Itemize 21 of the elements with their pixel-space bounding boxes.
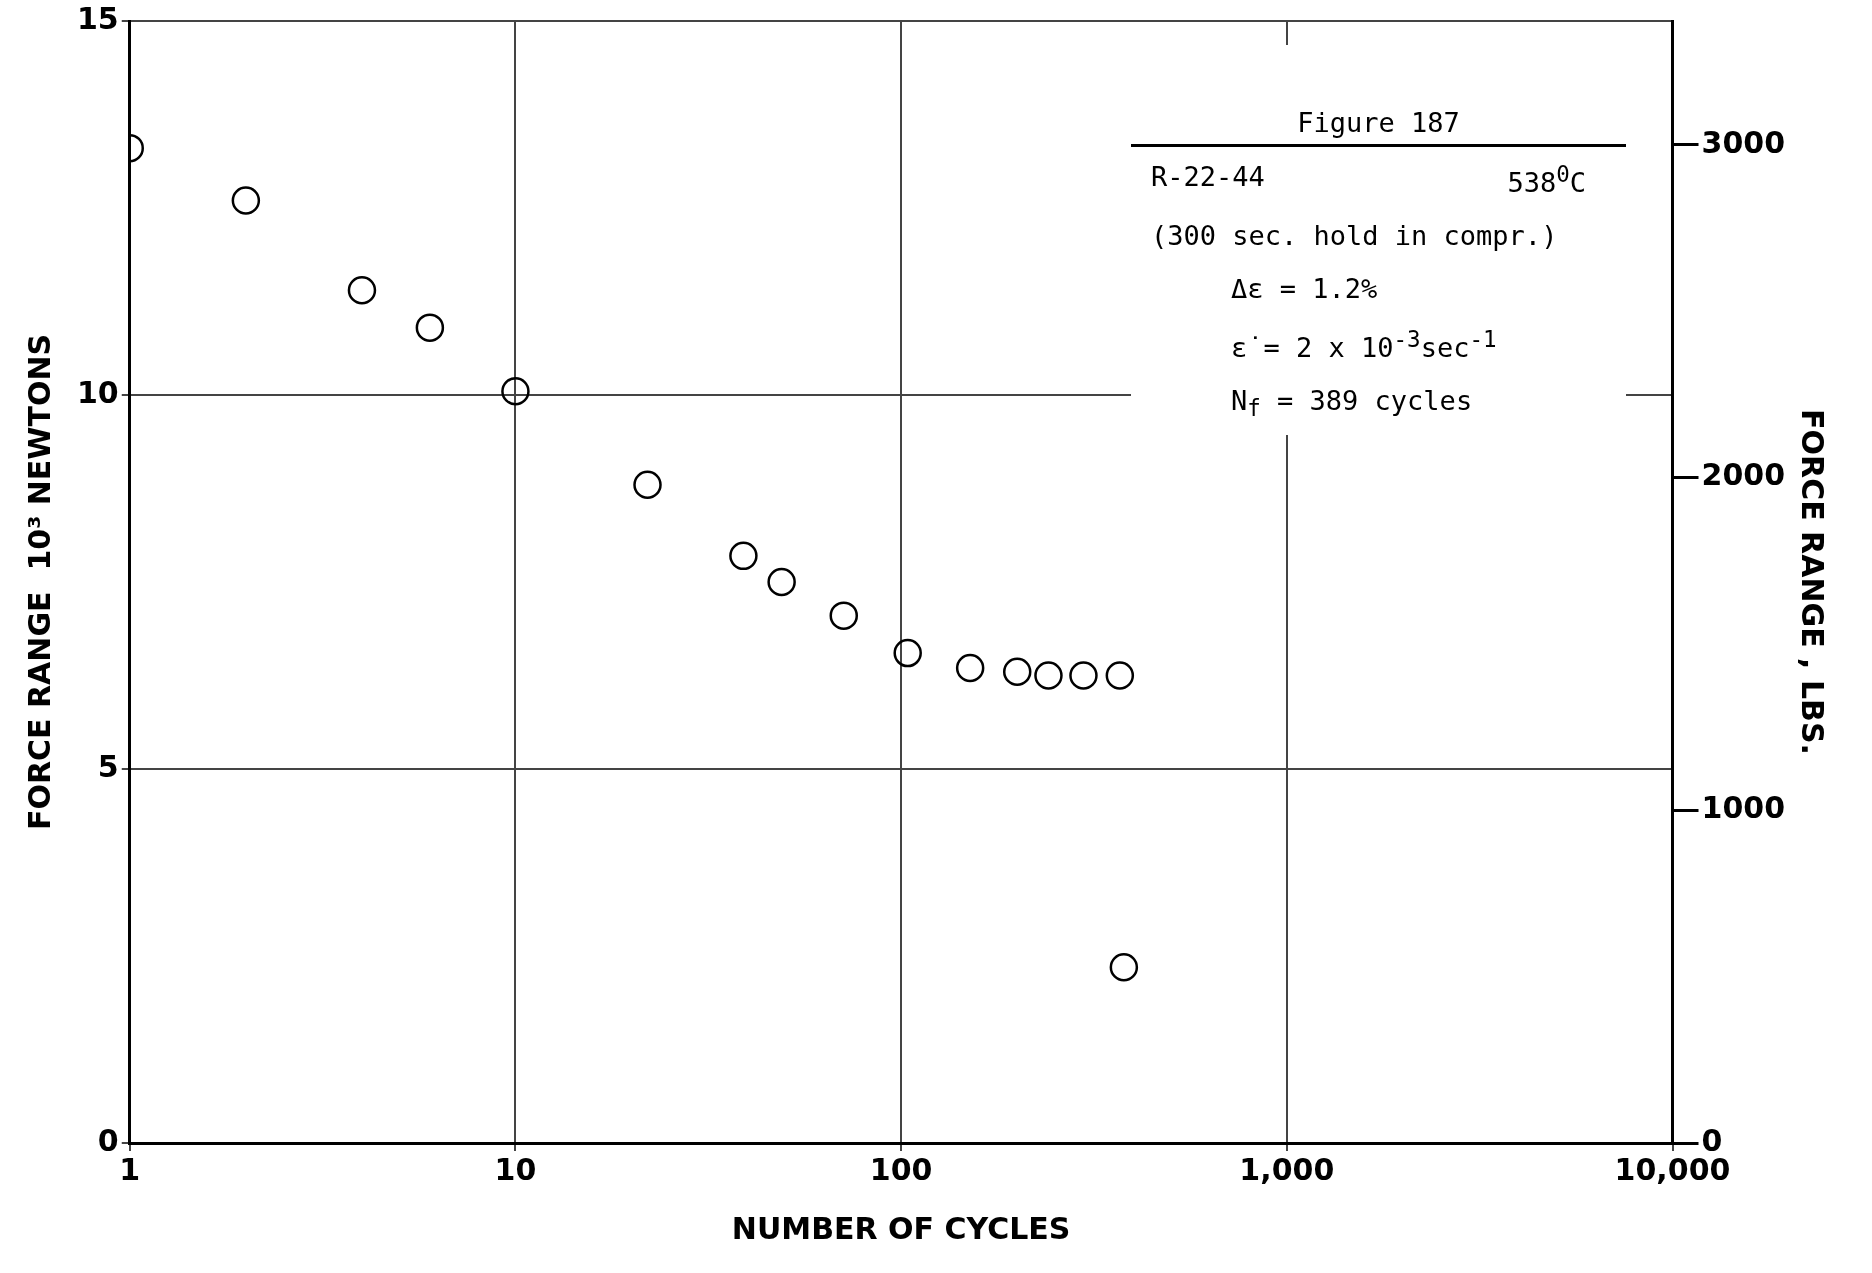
x-tick-label: 1	[119, 1151, 141, 1187]
x-tick-label: 100	[869, 1151, 933, 1187]
annotation: Δε = 1.2%	[1230, 272, 1379, 304]
x-tick-label: 1,000	[1239, 1151, 1335, 1187]
y2-tick-label: 3000	[1701, 124, 1785, 160]
y2-axis-title: FORCE RANGE , LBS.	[1795, 409, 1831, 755]
y2-tick-label: 1000	[1701, 790, 1785, 826]
annotation: (300 sec. hold in compr.)	[1150, 219, 1559, 251]
annotation: 538$^{0}$C	[1507, 161, 1586, 198]
x-tick-label: 10	[494, 1151, 537, 1187]
y2-tick-label: 2000	[1701, 457, 1785, 493]
annotation: R-22-44	[1151, 161, 1265, 194]
y-tick-label: 5	[97, 748, 119, 784]
annotation: N$_{f}$ = 389 cycles	[1230, 384, 1474, 422]
y-tick-label: 0	[97, 1122, 119, 1158]
y-tick-label: 10	[77, 374, 119, 410]
annotation: Figure 187	[1131, 45, 1626, 147]
y-axis-title: FORCE RANGE 10³ NEWTONS	[21, 333, 57, 831]
x-axis-title: NUMBER OF CYCLES	[731, 1210, 1071, 1246]
y-tick-label: 15	[77, 0, 119, 36]
annotation: ε̇ = 2 x 10$^{-3}$sec$^{-1}$	[1230, 325, 1498, 363]
